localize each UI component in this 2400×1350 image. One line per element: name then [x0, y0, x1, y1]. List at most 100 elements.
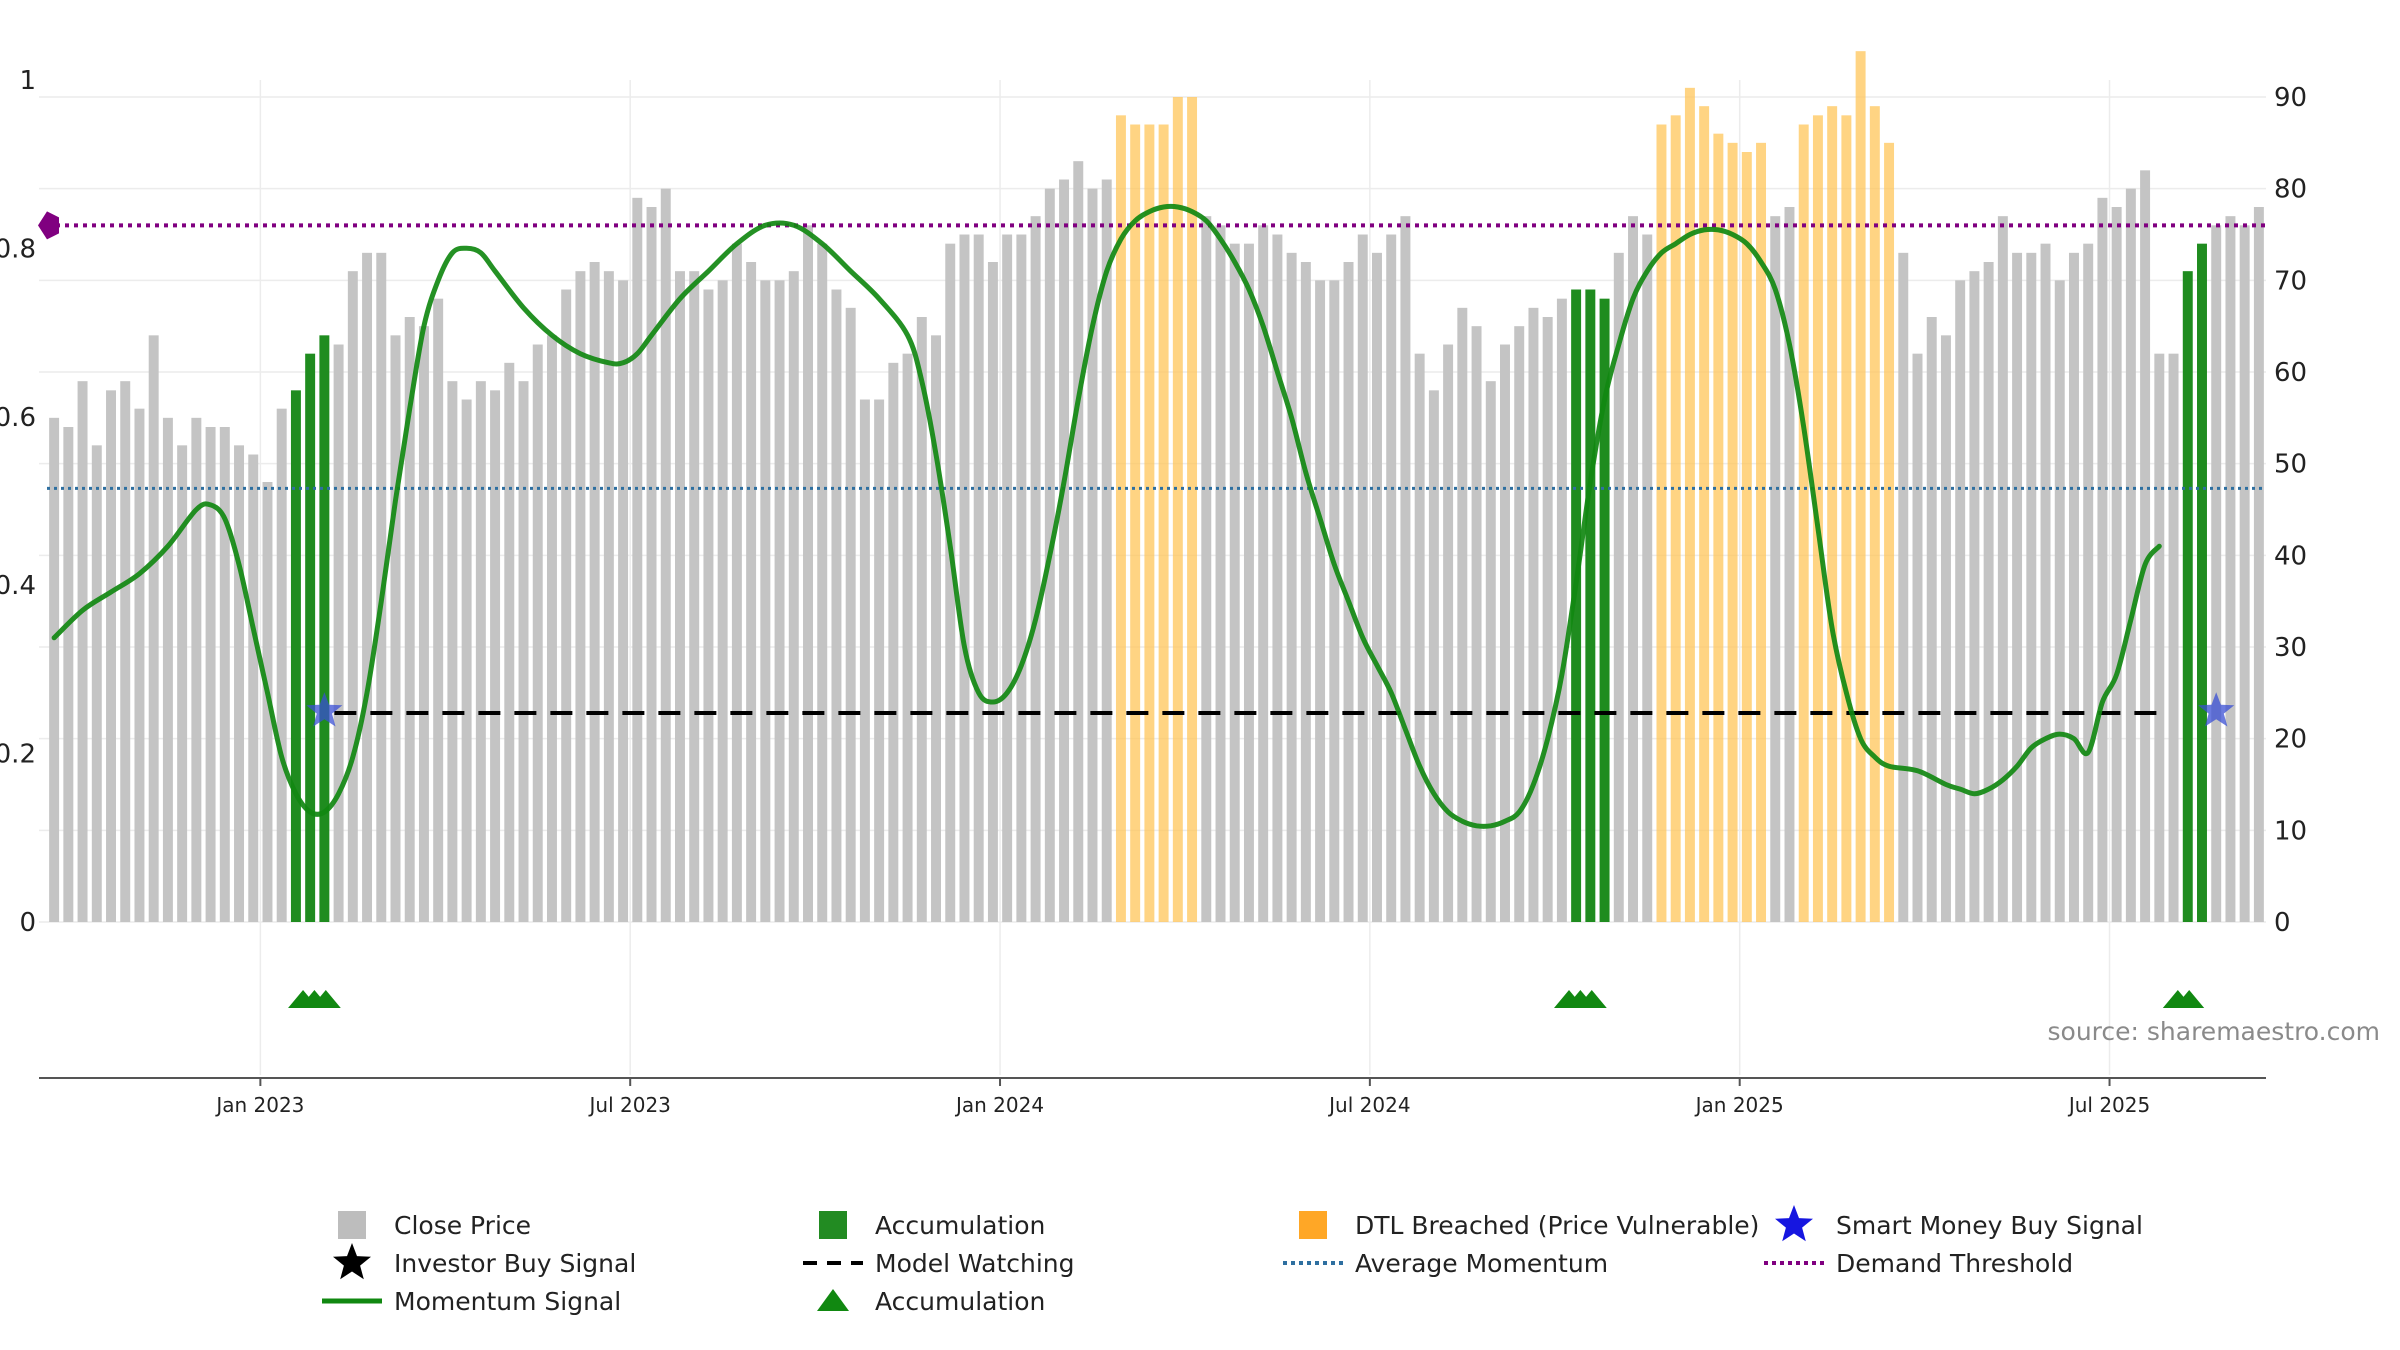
blue-star-icon — [1775, 1205, 1813, 1242]
close-price-bar — [660, 188, 671, 922]
close-price-bar — [2111, 207, 2122, 922]
accumulation-triangle — [310, 990, 341, 1008]
reference-lines — [38, 211, 2266, 715]
legend-item: Accumulation — [817, 1287, 1045, 1316]
close-price-bar — [2168, 353, 2179, 923]
close-price-bar — [546, 335, 557, 922]
smart-money-buy-star — [306, 692, 343, 727]
close-price-bar — [390, 335, 401, 922]
legend-item: Investor Buy Signal — [333, 1243, 636, 1280]
accumulation-bar — [2182, 271, 2193, 923]
legend-item: Momentum Signal — [322, 1287, 621, 1316]
accumulation-triangle — [1576, 990, 1607, 1008]
close-price-bar — [632, 197, 643, 923]
accumulation-bar — [2197, 243, 2207, 922]
x-tick-label: Jan 2024 — [954, 1093, 1044, 1117]
close-price-bar — [1229, 243, 1240, 922]
close-price-bar — [746, 262, 757, 922]
close-price-bar — [1016, 234, 1027, 922]
close-price-bar — [2068, 252, 2079, 923]
close-price-bar — [1414, 353, 1425, 923]
close-price-bar — [162, 417, 173, 922]
close-price-bar — [675, 271, 685, 923]
close-price-bar — [1471, 326, 1482, 923]
close-price-bar — [618, 280, 629, 922]
close-price-bar — [234, 445, 245, 922]
legend-label: Accumulation — [875, 1211, 1045, 1240]
legend-label: Demand Threshold — [1836, 1249, 2073, 1278]
close-price-bar — [1087, 188, 1098, 922]
dtl-breached-bar — [1841, 115, 1852, 923]
x-tick-label: Jul 2024 — [1327, 1093, 1410, 1117]
close-price-bar — [973, 234, 984, 922]
close-price-bar — [1215, 225, 1226, 923]
close-price-bar — [134, 408, 145, 923]
close-price-bar — [91, 445, 102, 922]
dtl-breached-bar — [1656, 124, 1667, 922]
accumulation-bar — [305, 353, 316, 923]
close-price-bar — [1784, 207, 1795, 922]
close-price-bar — [1898, 252, 1909, 923]
legend-label: Smart Money Buy Signal — [1836, 1211, 2143, 1240]
right-tick-label: 60 — [2274, 358, 2307, 388]
dtl-breached-bar — [1869, 106, 1880, 922]
close-price-bar — [1030, 216, 1041, 922]
close-price-bar — [490, 390, 501, 922]
close-price-bar — [2253, 207, 2264, 922]
close-price-bar — [1329, 280, 1340, 922]
close-price-bar — [760, 280, 771, 922]
close-price-bar — [874, 399, 885, 922]
close-price-bar — [1059, 179, 1070, 922]
close-price-bar — [518, 381, 529, 923]
close-price-bar — [191, 417, 202, 922]
accumulation-triangle — [2174, 990, 2205, 1008]
legend-item: DTL Breached (Price Vulnerable) — [1299, 1211, 1759, 1240]
dtl-breached-bar — [1884, 142, 1895, 923]
close-price-bar — [2125, 188, 2136, 922]
dtl-breached-bar — [1684, 87, 1695, 923]
close-price-bar — [2083, 243, 2094, 922]
close-price-bar — [1443, 344, 1454, 922]
close-price-bar — [1926, 317, 1937, 922]
close-price-bar — [1258, 225, 1269, 923]
right-tick-label: 0 — [2274, 908, 2291, 938]
left-tick-label: 1 — [19, 66, 36, 96]
close-price-bar — [418, 326, 429, 923]
close-price-bar — [63, 427, 74, 922]
close-price-bar — [646, 207, 657, 922]
x-tick-label: Jul 2025 — [2067, 1093, 2150, 1117]
accumulation-bar — [1599, 298, 1610, 923]
close-price-bar — [347, 271, 358, 923]
close-price-bar — [1528, 307, 1539, 922]
dtl-breached-bar — [1713, 133, 1724, 922]
close-price-bar — [1343, 262, 1354, 922]
legend-item: Accumulation — [819, 1211, 1045, 1240]
close-price-bar — [945, 243, 956, 922]
right-tick-label: 80 — [2274, 175, 2307, 205]
right-tick-label: 20 — [2274, 725, 2307, 755]
close-price-bar — [859, 399, 870, 922]
close-price-bar — [575, 271, 586, 923]
close-price-bar — [1912, 353, 1923, 923]
accumulation-bar — [319, 335, 330, 922]
close-price-bar — [1542, 317, 1553, 922]
right-tick-label: 30 — [2274, 633, 2307, 663]
close-price-bar — [1243, 243, 1254, 922]
close-price-bar — [2026, 252, 2037, 923]
close-price-bar — [1770, 216, 1781, 922]
legend-label: Average Momentum — [1355, 1249, 1608, 1278]
close-price-bar — [831, 289, 842, 922]
legend-label: Accumulation — [875, 1287, 1045, 1316]
close-price-bar — [1485, 381, 1496, 923]
close-price-bar — [433, 298, 444, 923]
left-tick-label: 0.4 — [0, 571, 36, 601]
legend-label: Investor Buy Signal — [394, 1249, 636, 1278]
close-price-bar — [77, 381, 88, 923]
legend-item: Close Price — [338, 1211, 531, 1240]
close-price-bar — [475, 381, 486, 923]
close-price-bar — [120, 381, 131, 923]
dtl-breached-bar — [1798, 124, 1809, 922]
close-price-bar — [1969, 271, 1980, 923]
legend: Close Price Accumulation DTL Breached (Pri… — [322, 1205, 2143, 1316]
